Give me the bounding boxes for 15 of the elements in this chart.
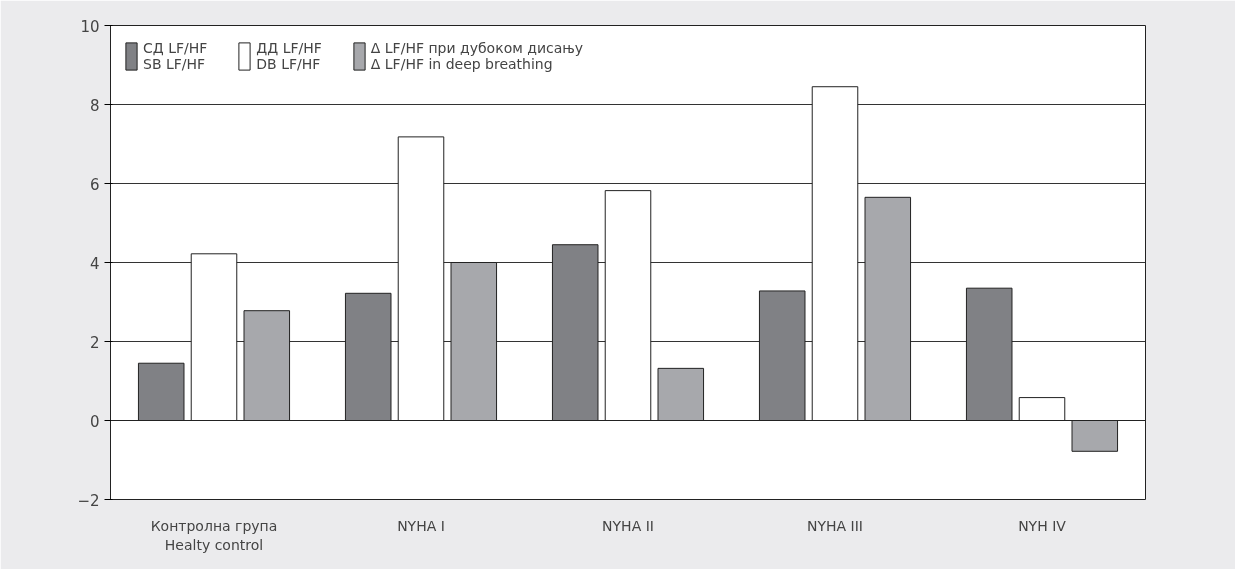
x-tick-label: NYHA III xyxy=(807,517,863,534)
legend-label: ДД LF/HF DB LF/HF xyxy=(256,40,322,72)
y-tick-label: 2 xyxy=(89,333,100,352)
x-tick-label: NYHA I xyxy=(397,517,445,534)
x-tick-label: NYHA II xyxy=(602,517,654,534)
y-tick-label: 8 xyxy=(89,96,100,115)
y-tick-label: 0 xyxy=(89,412,100,431)
x-tick-label: Контролна група Healty control xyxy=(150,517,278,553)
legend-label: СД LF/HF SB LF/HF xyxy=(143,40,208,72)
x-tick-label: NYH IV xyxy=(1018,517,1067,534)
legend-label: Δ LF/HF при дубоком дисању Δ LF/HF in deep breathing xyxy=(370,40,584,72)
y-tick-label: −2 xyxy=(77,491,100,510)
y-tick-label: 6 xyxy=(89,175,100,194)
y-tick-label: 10 xyxy=(80,17,100,36)
y-tick-label: 4 xyxy=(89,254,100,273)
